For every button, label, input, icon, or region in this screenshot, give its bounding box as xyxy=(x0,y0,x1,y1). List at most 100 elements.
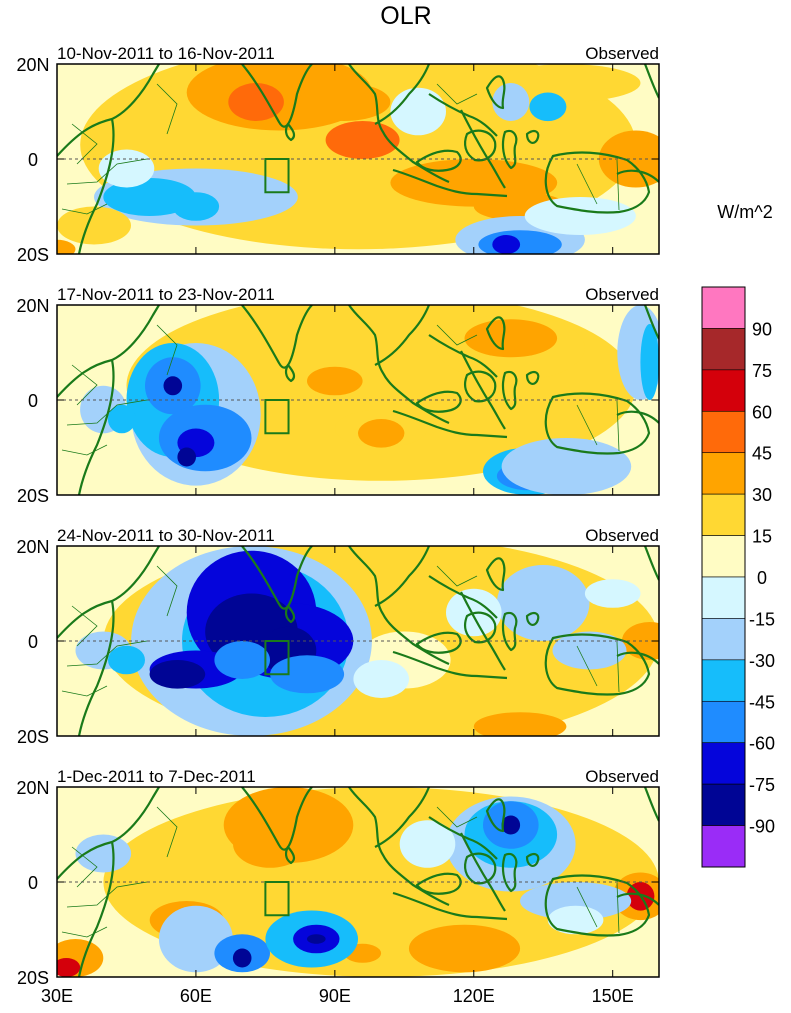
olr-panel: 10-Nov-2011 to 16-Nov-2011 Observed 20N 0 20… xyxy=(16,44,660,265)
colorbar-swatch xyxy=(701,783,746,826)
olr-anomaly-field xyxy=(57,305,659,495)
coastline xyxy=(525,853,540,867)
colorbar-tick-label: 45 xyxy=(752,444,772,464)
olr-panel: 24-Nov-2011 to 30-Nov-2011 Observed 20N 0 20… xyxy=(16,526,660,747)
contour-patch xyxy=(214,641,270,679)
contour-patch xyxy=(492,64,641,102)
coastline xyxy=(460,109,506,189)
olr-panel: 17-Nov-2011 to 23-Nov-2011 Observed 20N 0 20… xyxy=(16,285,660,506)
contour-patch xyxy=(496,565,590,641)
panel-date-range: 17-Nov-2011 to 23-Nov-2011 xyxy=(57,285,275,304)
coastline xyxy=(284,604,296,624)
contour-patch xyxy=(232,948,252,968)
contour-patch xyxy=(172,192,220,221)
panel-label: Observed xyxy=(585,526,659,545)
lon-tick-label: 120E xyxy=(453,986,495,1006)
contour-patch xyxy=(108,645,145,675)
contour-patch xyxy=(492,83,530,121)
coastline xyxy=(77,118,115,254)
coastline xyxy=(616,169,659,183)
border-line xyxy=(576,645,598,687)
contour-patch xyxy=(464,655,521,684)
colorbar-swatch xyxy=(701,576,746,619)
coastline xyxy=(643,787,659,822)
border-line xyxy=(61,685,108,697)
lat-tick-label: 0 xyxy=(28,632,38,652)
border-line xyxy=(71,605,98,647)
lon-tick-label: 30E xyxy=(41,986,73,1006)
study-region-box xyxy=(264,640,290,676)
border-line xyxy=(616,400,620,452)
border-line xyxy=(61,926,108,938)
contour-patch xyxy=(57,958,81,977)
colorbar-tick-label: -60 xyxy=(749,734,775,754)
coastline xyxy=(616,651,659,665)
units-label: W/m^2 xyxy=(717,202,772,222)
contour-patch xyxy=(501,815,521,835)
contour-patch xyxy=(107,404,136,434)
border-line xyxy=(436,565,478,587)
coastline xyxy=(284,845,296,865)
contour-patch xyxy=(98,149,155,188)
border-line xyxy=(616,159,620,211)
colorbar-tick-label: -30 xyxy=(749,651,775,671)
coastline xyxy=(525,130,540,144)
panel-label: Observed xyxy=(585,285,659,304)
coastline xyxy=(392,168,508,198)
contour-patch xyxy=(149,660,206,689)
coastlines xyxy=(57,546,659,736)
coastline xyxy=(415,390,462,413)
colorbar-swatch xyxy=(701,825,746,868)
colorbar-tick-label: 90 xyxy=(752,319,772,339)
colorbar-tick-label: 75 xyxy=(752,361,772,381)
border-line xyxy=(576,886,598,928)
border-line xyxy=(156,806,178,858)
lon-tick-label: 60E xyxy=(180,986,212,1006)
coastline xyxy=(525,612,540,626)
colorbar-swatch xyxy=(701,410,746,454)
contour-patch xyxy=(57,239,76,254)
border-line xyxy=(71,364,98,406)
colorbar-swatch xyxy=(701,742,746,785)
coastlines xyxy=(57,787,659,977)
coastline xyxy=(284,122,296,142)
colorbar-swatch xyxy=(701,286,746,329)
contour-patch xyxy=(75,834,132,873)
border-line xyxy=(156,324,178,376)
colorbar-swatch xyxy=(701,700,746,744)
lat-tick-label: 20N xyxy=(16,55,49,75)
panels-layer: 10-Nov-2011 to 16-Nov-2011 Observed 20N 0 20… xyxy=(16,44,660,1006)
lat-tick-label: 20S xyxy=(17,486,49,506)
border-line xyxy=(66,881,148,908)
lat-tick-label: 20S xyxy=(17,968,49,988)
coastline xyxy=(464,129,497,162)
border-line xyxy=(616,882,620,934)
coastline xyxy=(392,891,508,921)
coastline xyxy=(525,371,540,385)
lat-tick-label: 20N xyxy=(16,296,49,316)
contour-patch xyxy=(233,820,307,868)
contour-patch xyxy=(473,712,567,736)
contour-patch xyxy=(621,622,659,660)
colorbar-tick-label: 30 xyxy=(752,485,772,505)
lat-tick-label: 0 xyxy=(28,873,38,893)
contour-patch xyxy=(358,419,405,448)
contour-patch xyxy=(399,820,456,868)
contour-patch xyxy=(177,447,196,467)
coastline xyxy=(374,787,431,848)
contour-patch xyxy=(158,905,233,973)
border-line xyxy=(66,399,148,426)
colorbar-swatch xyxy=(701,618,746,661)
coastline xyxy=(460,350,506,430)
colorbar-swatch xyxy=(701,452,746,495)
contour-patch xyxy=(640,324,659,400)
panel-date-range: 1-Dec-2011 to 7-Dec-2011 xyxy=(57,767,256,786)
border-line xyxy=(66,640,148,667)
contour-patch xyxy=(390,87,447,136)
coastline xyxy=(415,872,462,895)
contour-patch xyxy=(492,235,521,254)
contour-patch xyxy=(307,934,326,944)
colorbar-tick-label: -15 xyxy=(749,609,775,629)
border-line xyxy=(436,806,478,828)
